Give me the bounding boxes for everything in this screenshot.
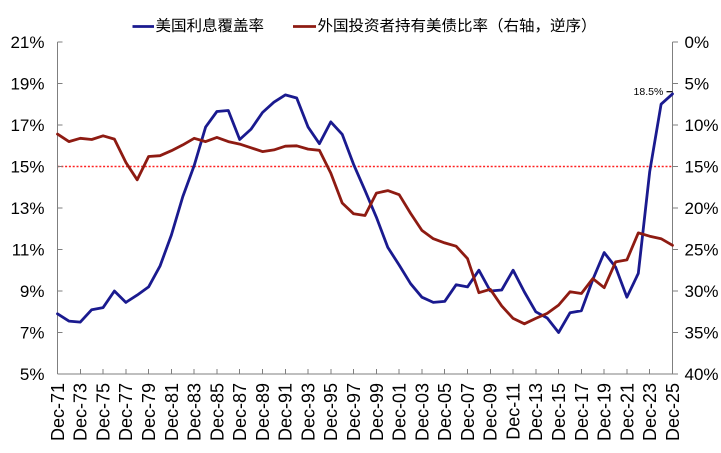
svg-text:Dec-11: Dec-11: [503, 383, 523, 440]
svg-text:15%: 15%: [685, 158, 719, 177]
svg-text:5%: 5%: [685, 75, 710, 94]
svg-text:Dec-99: Dec-99: [367, 383, 387, 441]
svg-text:17%: 17%: [10, 116, 44, 135]
svg-text:Dec-75: Dec-75: [93, 383, 113, 441]
svg-text:Dec-83: Dec-83: [185, 383, 205, 441]
svg-text:Dec-77: Dec-77: [116, 383, 136, 441]
svg-text:40%: 40%: [685, 365, 719, 384]
svg-text:Dec-09: Dec-09: [481, 383, 501, 441]
svg-text:35%: 35%: [685, 324, 719, 343]
svg-text:Dec-05: Dec-05: [435, 383, 455, 441]
svg-text:Dec-13: Dec-13: [526, 383, 546, 441]
svg-text:Dec-15: Dec-15: [549, 383, 569, 441]
svg-text:0%: 0%: [685, 33, 710, 52]
svg-text:Dec-21: Dec-21: [617, 383, 637, 441]
svg-text:Dec-91: Dec-91: [276, 383, 296, 441]
svg-text:25%: 25%: [685, 241, 719, 260]
svg-text:Dec-07: Dec-07: [458, 383, 478, 441]
svg-text:Dec-71: Dec-71: [48, 383, 68, 441]
svg-text:Dec-97: Dec-97: [344, 383, 364, 441]
svg-text:18.5%: 18.5%: [634, 86, 664, 98]
svg-text:Dec-95: Dec-95: [321, 383, 341, 441]
svg-text:19%: 19%: [10, 75, 44, 94]
svg-text:7%: 7%: [20, 324, 45, 343]
svg-text:Dec-17: Dec-17: [572, 383, 592, 441]
svg-text:Dec-03: Dec-03: [412, 383, 432, 441]
svg-text:Dec-19: Dec-19: [595, 383, 615, 441]
svg-text:20%: 20%: [685, 199, 719, 218]
svg-text:Dec-89: Dec-89: [253, 383, 273, 441]
svg-text:Dec-87: Dec-87: [230, 383, 250, 441]
svg-text:Dec-23: Dec-23: [640, 383, 660, 441]
svg-text:Dec-81: Dec-81: [162, 383, 182, 441]
svg-text:Dec-85: Dec-85: [207, 383, 227, 441]
svg-text:5%: 5%: [20, 365, 45, 384]
svg-text:13%: 13%: [10, 199, 44, 218]
svg-text:Dec-79: Dec-79: [139, 383, 159, 441]
svg-text:Dec-73: Dec-73: [71, 383, 91, 441]
svg-text:30%: 30%: [685, 282, 719, 301]
svg-text:Dec-25: Dec-25: [663, 383, 683, 441]
svg-text:Dec-01: Dec-01: [390, 383, 410, 441]
svg-text:21%: 21%: [10, 33, 44, 52]
svg-text:9%: 9%: [20, 282, 45, 301]
svg-text:11%: 11%: [12, 241, 45, 260]
svg-text:10%: 10%: [685, 116, 719, 135]
svg-text:15%: 15%: [10, 158, 44, 177]
svg-text:Dec-93: Dec-93: [298, 383, 318, 441]
